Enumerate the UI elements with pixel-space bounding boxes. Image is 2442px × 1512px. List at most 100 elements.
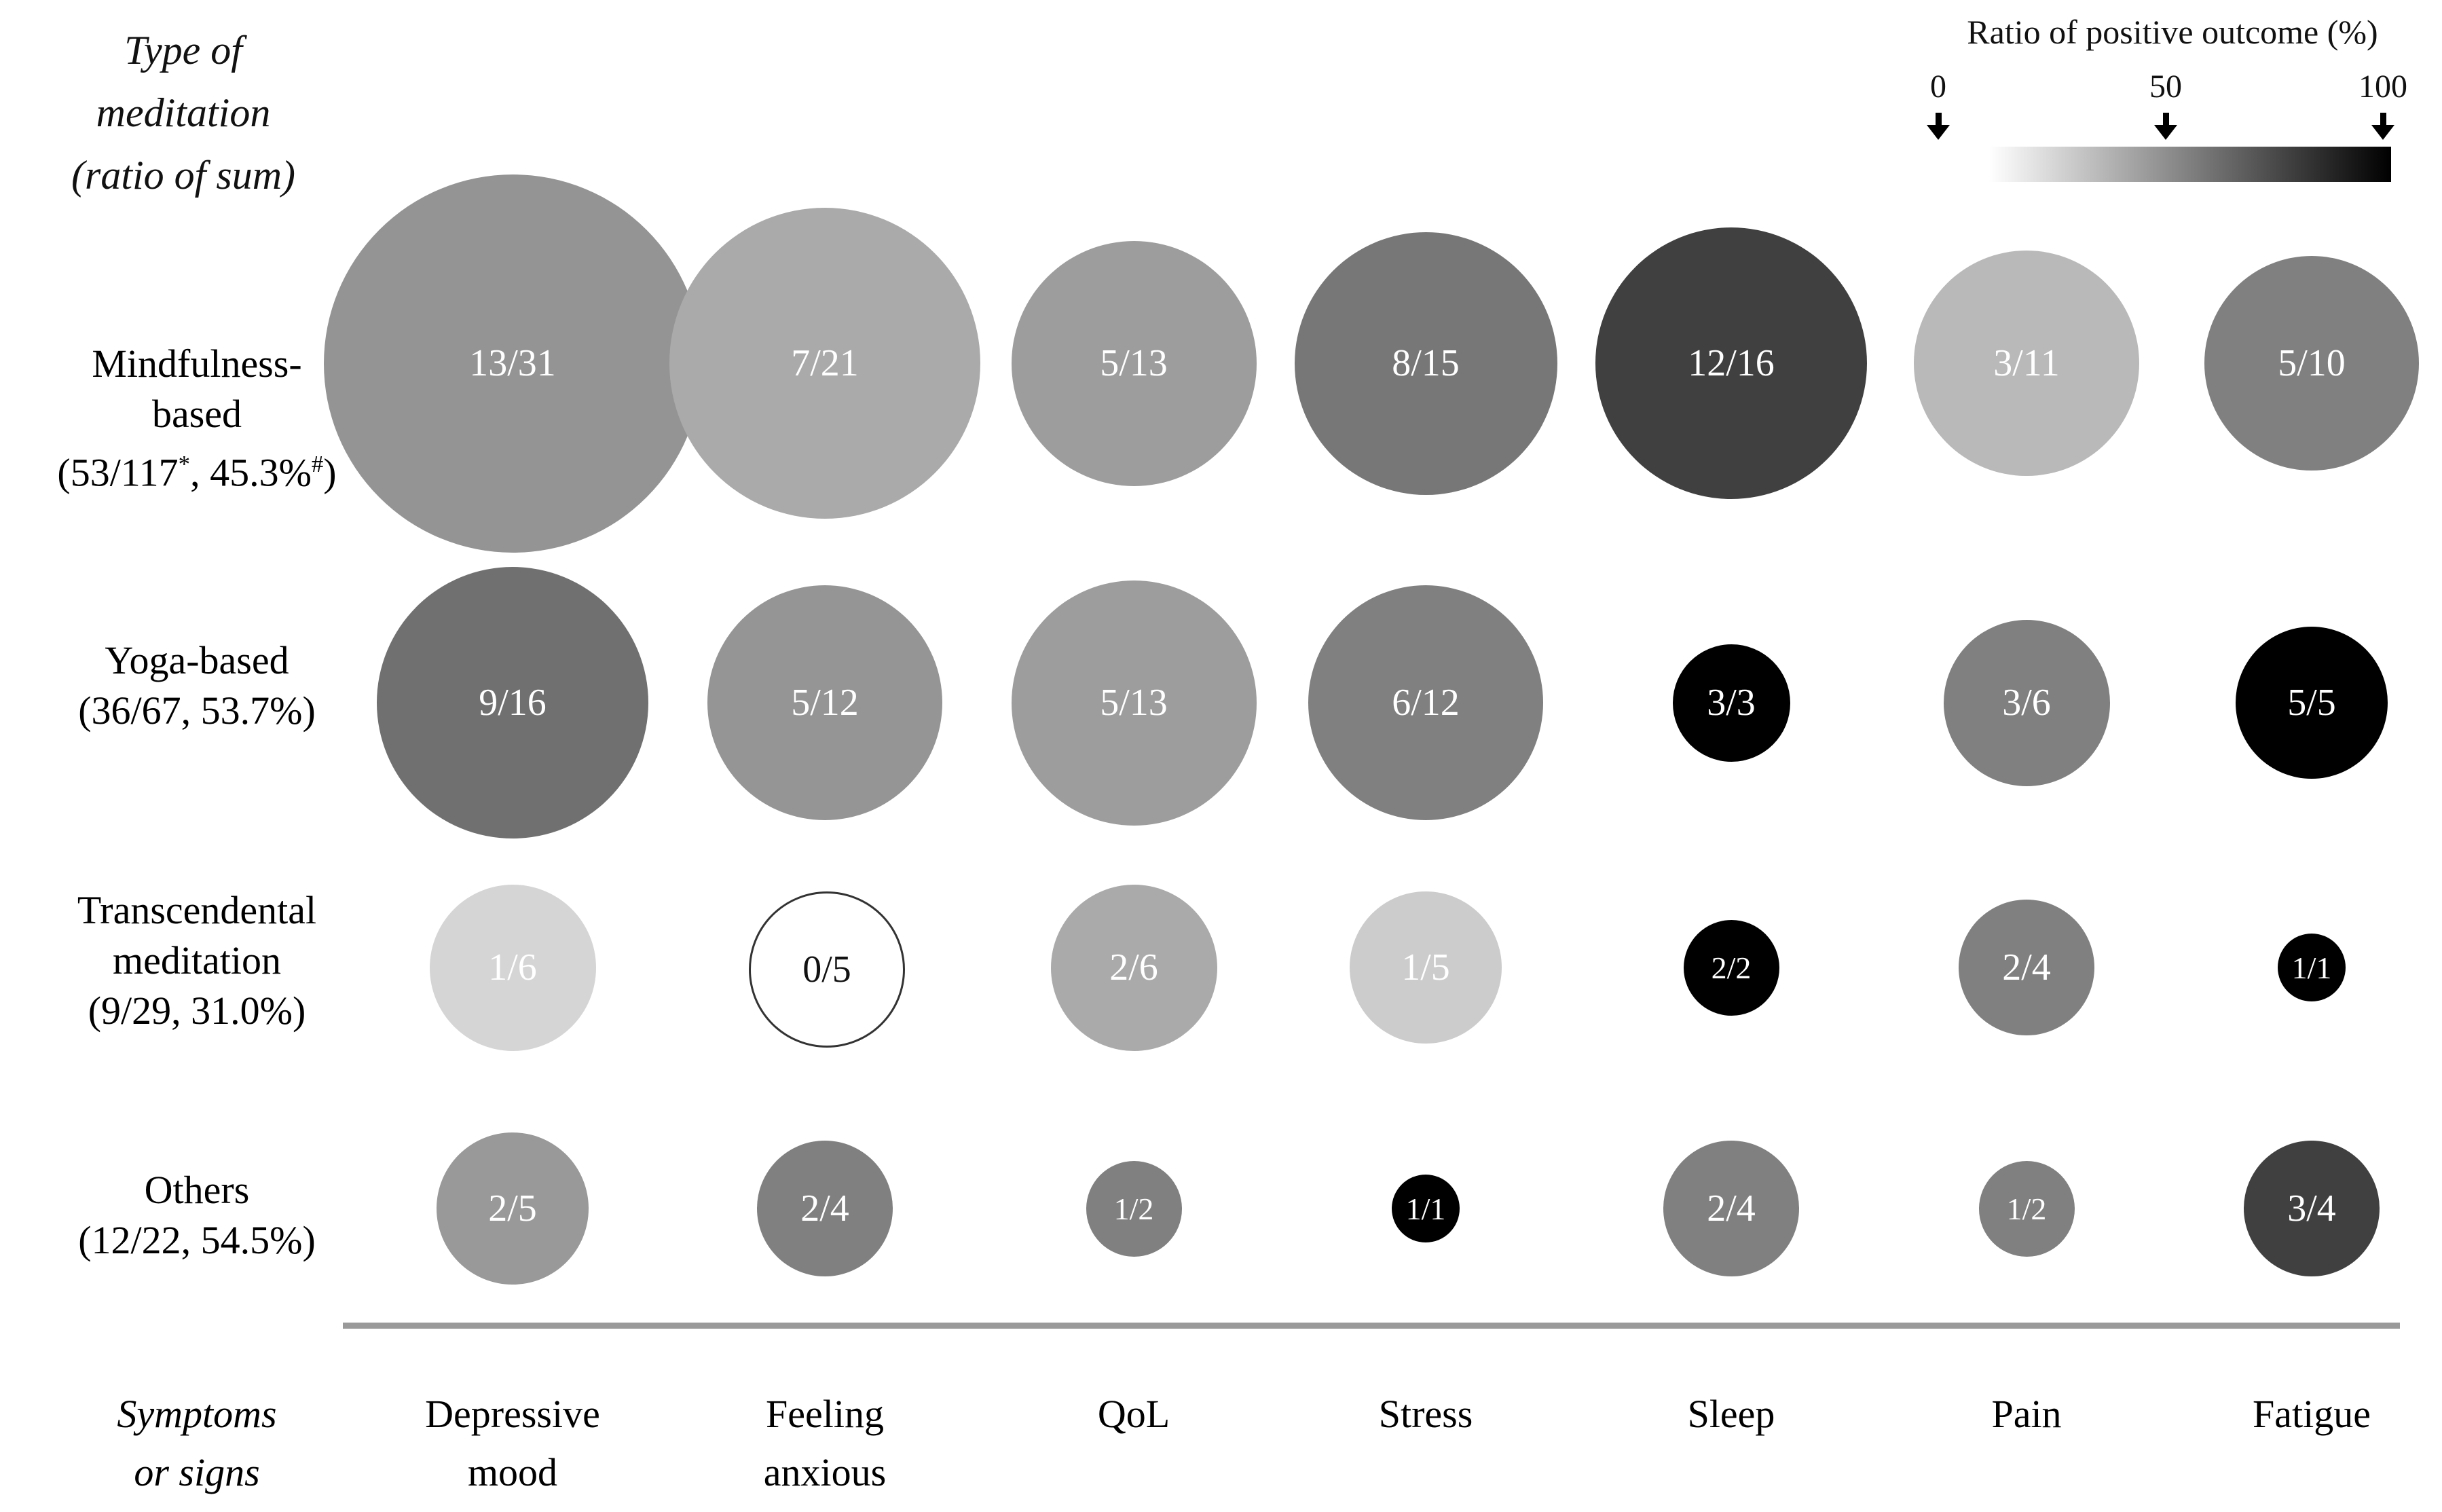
bubble-r3-c2: 0/5 (749, 891, 905, 1048)
row-sum-label: (9/29, 31.0%) (88, 989, 306, 1033)
bubble-value-label: 3/11 (1993, 342, 2060, 384)
bubble-value-label: 3/3 (1707, 682, 1756, 724)
bubble-value-label: 5/10 (2278, 342, 2346, 384)
bubble-value-label: 1/6 (488, 946, 537, 989)
column-label-line: Pain (1991, 1392, 2062, 1436)
bubble-r4-c4: 1/1 (1392, 1175, 1460, 1242)
bubble-r1-c6: 3/11 (1914, 251, 2139, 476)
bubble-value-label: 2/4 (1707, 1187, 1756, 1230)
column-label-qol: QoL (991, 1385, 1276, 1443)
legend-arrow-0-icon (1926, 113, 1950, 140)
bubble-r3-c6: 2/4 (1959, 900, 2094, 1035)
column-label-sleep: Sleep (1589, 1385, 1874, 1443)
separator-line (343, 1323, 2400, 1329)
row-label-line: Transcendental (77, 888, 317, 932)
bubble-r2-c1: 9/16 (377, 567, 648, 838)
arrow-stem (1935, 113, 1942, 125)
bubble-value-label: 5/13 (1100, 342, 1168, 384)
bubble-r2-c2: 5/12 (707, 585, 942, 820)
column-label-depressive: Depressive mood (370, 1385, 655, 1502)
bubble-value-label: 2/4 (800, 1187, 849, 1230)
bubble-r2-c4: 6/12 (1308, 585, 1543, 820)
row-sum-label: (36/67, 53.7%) (78, 688, 316, 733)
bubble-r2-c7: 5/5 (2236, 627, 2388, 779)
arrow-stem (2380, 113, 2386, 125)
row-sum-label: (53/117*, 45.3%#) (57, 450, 337, 495)
legend-arrow-100-icon (2371, 113, 2395, 140)
row-label-line: Mindfulness- (92, 342, 302, 386)
legend-title: Ratio of positive outcome (%) (1967, 13, 2378, 51)
bubble-value-label: 2/5 (488, 1187, 537, 1230)
column-label-line: Fatigue (2253, 1392, 2371, 1436)
bubble-value-label: 8/15 (1392, 342, 1460, 384)
bubble-value-label: 6/12 (1392, 682, 1460, 724)
bubble-value-label: 1/5 (1401, 946, 1450, 989)
row-label-yogabased: Yoga-based (36/67, 53.7%) (14, 635, 380, 736)
bubble-r2-c3: 5/13 (1011, 580, 1257, 826)
bubble-r1-c7: 5/10 (2204, 256, 2419, 471)
bubble-r3-c1: 1/6 (429, 884, 596, 1051)
row-sum-label: (12/22, 54.5%) (78, 1218, 316, 1262)
bubble-r4-c6: 1/2 (1978, 1160, 2075, 1257)
bubble-r3-c5: 2/2 (1683, 919, 1779, 1016)
bubble-r4-c1: 2/5 (437, 1132, 589, 1285)
legend-gradient-bar (1989, 147, 2391, 182)
bubble-r1-c1: 13/31 (323, 174, 702, 553)
bubble-value-label: 1/2 (2006, 1191, 2047, 1226)
row-label-line: Yoga-based (105, 638, 289, 682)
bubble-value-label: 9/16 (479, 682, 547, 724)
bubble-r1-c4: 8/15 (1294, 232, 1557, 495)
bubble-value-label: 3/4 (2287, 1187, 2336, 1230)
column-label-line: mood (467, 1450, 558, 1494)
bubble-value-label: 3/6 (2002, 682, 2051, 724)
row-axis-title-line1: Type of (124, 28, 242, 73)
legend-arrow-50-icon (2153, 113, 2178, 140)
column-label-fatigue: Fatigue (2169, 1385, 2442, 1443)
column-axis-title-line1: Symptoms (117, 1392, 277, 1436)
arrow-stem (2162, 113, 2169, 125)
bubble-r4-c2: 2/4 (757, 1141, 893, 1276)
column-label-stress: Stress (1283, 1385, 1568, 1443)
bubble-value-label: 12/16 (1688, 342, 1775, 384)
bubble-value-label: 13/31 (469, 342, 556, 384)
column-label-feeling: Feeling anxious (682, 1385, 967, 1502)
bubble-value-label: 2/2 (1711, 950, 1752, 985)
row-label-others: Others (12/22, 54.5%) (14, 1165, 380, 1266)
arrow-head (1927, 125, 1950, 140)
row-axis-title-line2: meditation (96, 90, 271, 135)
row-label-transcendental: Transcendental meditation (9/29, 31.0%) (14, 885, 380, 1036)
bubble-r2-c5: 3/3 (1672, 644, 1790, 762)
column-label-line: Depressive (425, 1392, 600, 1436)
bubble-r3-c4: 1/5 (1350, 891, 1502, 1044)
bubble-r1-c2: 7/21 (669, 208, 980, 519)
column-axis-title-line2: or signs (134, 1450, 260, 1494)
column-label-pain: Pain (1884, 1385, 2169, 1443)
bubble-r3-c7: 1/1 (2278, 934, 2346, 1001)
bubble-value-label: 1/1 (2291, 950, 2332, 985)
legend-tick-100: 100 (2358, 69, 2407, 105)
row-label-line: Others (144, 1168, 250, 1212)
row-axis-title-line3: (ratio of sum) (71, 153, 295, 198)
bubble-value-label: 7/21 (791, 342, 859, 384)
arrow-head (2371, 125, 2394, 140)
arrow-head (2154, 125, 2177, 140)
bubble-value-label: 0/5 (802, 948, 851, 991)
column-label-line: QoL (1097, 1392, 1170, 1436)
legend-tick-50: 50 (2149, 69, 2182, 105)
bubble-r1-c3: 5/13 (1011, 240, 1257, 486)
row-label-line: based (151, 392, 242, 436)
column-axis-title: Symptoms or signs (14, 1385, 380, 1502)
bubble-value-label: 2/4 (2002, 946, 2051, 989)
column-label-line: Feeling (766, 1392, 884, 1436)
bubble-r4-c3: 1/2 (1086, 1160, 1182, 1257)
bubble-value-label: 5/12 (791, 682, 859, 724)
column-label-line: anxious (763, 1450, 887, 1494)
bubble-r4-c7: 3/4 (2244, 1141, 2380, 1276)
row-axis-title: Type of meditation (ratio of sum) (20, 19, 346, 206)
bubble-value-label: 1/1 (1405, 1191, 1446, 1226)
column-label-line: Stress (1378, 1392, 1473, 1436)
bubble-value-label: 2/6 (1109, 946, 1158, 989)
bubble-value-label: 5/13 (1100, 682, 1168, 724)
row-label-line: meditation (112, 938, 282, 982)
